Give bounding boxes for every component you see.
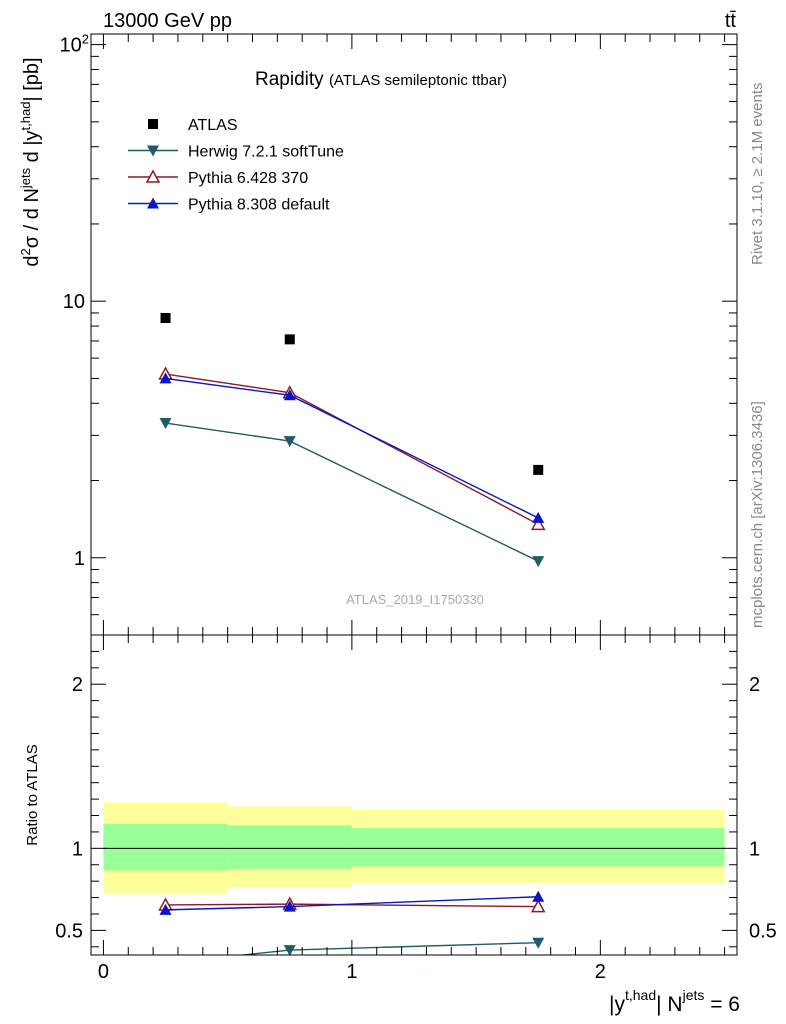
watermark-label: ATLAS_2019_I1750330	[346, 592, 484, 607]
ratio-uncertainty-bands	[103, 802, 725, 895]
legend-label-atlas: ATLAS	[188, 117, 238, 134]
legend-label-pythia-6-428-370: Pythia 6.428 370	[188, 170, 308, 187]
ratio-frame	[90, 634, 738, 956]
ratio-ytick-label-left: 2	[72, 674, 83, 696]
main-point-pythia-8-308-default	[532, 511, 545, 523]
ratio-ytick-label-right: 2	[749, 674, 760, 696]
ratio-stat-band	[227, 825, 352, 869]
main-ylabel: d2σ / d Njets d |yt,had| [pb]	[18, 57, 43, 266]
legend-label-pythia-8-308-default: Pythia 8.308 default	[188, 197, 330, 214]
ratio-ytick-label-left: 0.5	[55, 920, 83, 942]
main-ytick-label-exponent: 2	[82, 32, 89, 47]
rivet-label: Rivet 3.1.10, ≥ 2.1M events	[749, 83, 766, 266]
main-series	[158, 312, 546, 568]
main-point-herwig-7-2-1-softtune	[159, 418, 172, 430]
main-title: Rapidity (ATLAS semileptonic ttbar)	[255, 69, 507, 90]
ratio-point-pythia-6-428-370	[530, 899, 546, 913]
process-label: tt̄	[725, 10, 737, 32]
ratio-axis-ticks: 0.5 0.5 1 1 2 2	[55, 650, 777, 948]
main-point-pythia-8-308-default	[159, 372, 172, 384]
ratio-panel: 0.5 0.5 1 1 2 2 Ratio to ATLAS 0 1 2 |yt,had| N…	[24, 634, 777, 1016]
legend: ATLAS Herwig 7.2.1 softTune Pythia 6.428 3…	[128, 117, 344, 214]
main-line-pythia-6-428-370	[165, 373, 539, 525]
main-line-pythia-8-308-default	[165, 377, 539, 519]
x-axis-label: |yt,had| Njets = 6	[609, 987, 740, 1016]
ratio-stat-band	[103, 823, 228, 871]
main-point-herwig-7-2-1-softtune	[283, 436, 296, 448]
main-title-text: Rapidity	[255, 69, 324, 90]
mcplots-label: mcplots.cern.ch [arXiv:1306.3436]	[749, 401, 766, 628]
x-tick-label: 2	[595, 961, 606, 983]
legend-marker-pythia-6-428-370	[145, 169, 161, 183]
legend-marker-herwig-7-2-1-softtune	[147, 145, 159, 157]
ratio-point-herwig-7-2-1-softtune	[532, 937, 545, 949]
main-ytick-label: 1	[74, 548, 85, 570]
ratio-ytick-label-right: 1	[749, 838, 760, 860]
main-point-atlas	[533, 464, 544, 475]
main-point-pythia-6-428-370	[530, 516, 546, 531]
ratio-series	[158, 890, 546, 969]
main-line-herwig-7-2-1-softtune	[165, 422, 539, 562]
ratio-ytick-label-left: 1	[72, 838, 83, 860]
main-point-atlas	[284, 334, 295, 345]
ratio-point-pythia-8-308-default	[283, 900, 296, 912]
energy-label: 13000 GeV pp	[103, 10, 232, 32]
ratio-stat-band	[351, 827, 725, 867]
x-tick-label: 1	[346, 961, 357, 983]
x-axis-ticks: 0 1 2	[98, 635, 726, 983]
ratio-point-pythia-8-308-default	[532, 890, 545, 902]
x-tick-label: 0	[98, 961, 109, 983]
main-point-atlas	[160, 312, 171, 323]
ratio-ytick-label-right: 0.5	[749, 920, 777, 942]
ratio-point-herwig-7-2-1-softtune	[160, 958, 172, 969]
legend-marker-atlas	[148, 119, 158, 129]
main-axis-ticks: 1 10 102	[60, 32, 737, 636]
main-subtitle-text: (ATLAS semileptonic ttbar)	[329, 72, 507, 89]
main-panel: 1 10 102 Rapidity (ATLAS semileptonic ttba…	[18, 32, 738, 636]
legend-marker-pythia-8-308-default	[147, 197, 159, 209]
main-ytick-label: 102	[60, 32, 89, 57]
legend-label-herwig-7-2-1-softtune: Herwig 7.2.1 softTune	[188, 144, 344, 161]
ratio-line-pythia-8-308-default	[165, 896, 539, 911]
ratio-ylabel: Ratio to ATLAS	[24, 744, 41, 845]
main-ytick-label: 10	[63, 291, 85, 313]
main-point-herwig-7-2-1-softtune	[532, 556, 545, 568]
ratio-point-herwig-7-2-1-softtune	[283, 945, 296, 955]
ratio-point-pythia-8-308-default	[159, 903, 172, 915]
main-point-pythia-8-308-default	[283, 389, 296, 401]
